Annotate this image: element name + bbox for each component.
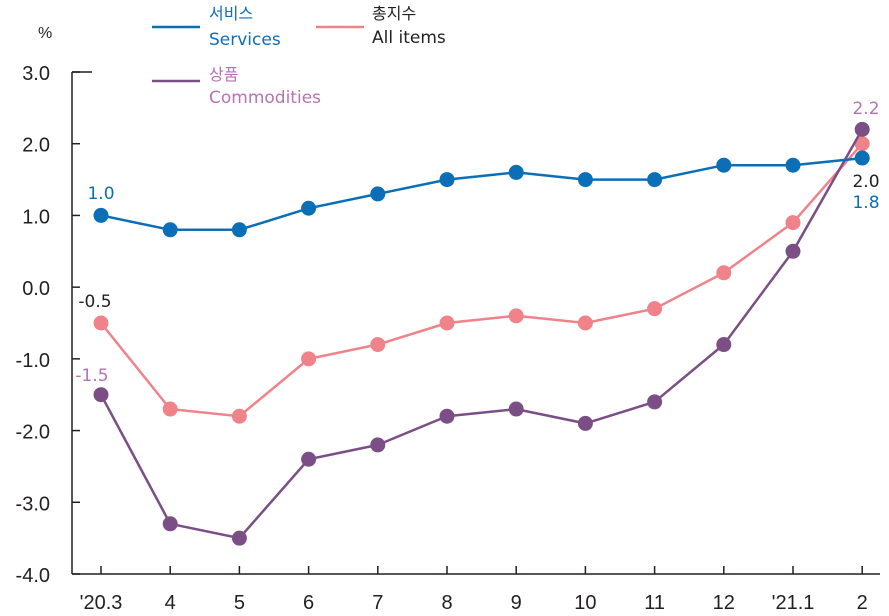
x-tick-label: '21.1 [772,592,815,614]
data-point-services [854,150,870,166]
y-tick-label: 3.0 [22,63,50,85]
legend: 서비스 Services 총지수 All items 상품 Commoditie… [152,4,446,108]
legend-label-all-items-ko: 총지수 [372,4,416,23]
data-point-commodities [439,408,455,424]
data-label-commodities-last: 2.2 [852,99,879,119]
y-axis-ticks: 3.0 2.0 1.0 0.0 -1.0 -2.0 -3.0 -4.0 [16,63,80,587]
y-tick-label: -2.0 [16,422,50,444]
data-label-services-last: 1.8 [852,193,879,213]
data-point-services [647,172,663,188]
x-tick-label: 2 [857,592,868,614]
data-point-all_items [716,265,732,281]
x-tick-label: 5 [234,592,245,614]
data-point-commodities [577,415,593,431]
x-tick-label: 8 [441,592,452,614]
legend-item-all-items: 총지수 All items [316,4,446,48]
data-point-commodities [370,437,386,453]
series-services [93,150,870,238]
legend-item-services: 서비스 Services [152,4,281,50]
series-layer [93,121,870,546]
data-point-commodities [854,121,870,137]
data-point-commodities [647,394,663,410]
data-point-commodities [508,401,524,417]
data-point-all_items [854,136,870,152]
value-labels: 1.0 1.8 -0.5 2.0 -1.5 2.2 [75,99,879,386]
data-point-services [301,200,317,216]
legend-label-services-en: Services [209,30,281,50]
series-all_items [93,136,870,424]
data-point-commodities [162,516,178,532]
data-point-commodities [231,530,247,546]
data-point-all_items [647,301,663,317]
y-tick-label: -1.0 [16,350,50,372]
data-point-all_items [162,401,178,417]
x-tick-label: 10 [574,592,596,614]
series-commodities [93,121,870,546]
legend-label-services-ko: 서비스 [209,4,253,23]
legend-label-commodities-ko: 상품 [209,65,238,84]
y-tick-label: 2.0 [22,135,50,157]
data-point-services [231,222,247,238]
data-point-all_items [231,408,247,424]
x-tick-label: 6 [303,592,314,614]
data-point-services [508,164,524,180]
data-point-all_items [508,308,524,324]
y-tick-label: -3.0 [16,493,50,515]
x-axis-ticks: '20.3 4 5 6 7 8 9 10 11 12 '21.1 2 [80,566,868,614]
data-point-commodities [301,451,317,467]
series-line-commodities [99,128,864,540]
y-axis-unit: % [38,25,52,42]
series-line-all_items [100,142,864,418]
data-label-all_items-last: 2.0 [852,172,879,192]
series-line-services [100,156,863,232]
y-tick-label: 1.0 [22,206,50,228]
data-point-services [162,222,178,238]
data-point-all_items [301,351,317,367]
data-point-services [716,157,732,173]
x-tick-label: 4 [165,592,176,614]
data-point-all_items [370,337,386,353]
x-tick-label: 7 [372,592,383,614]
data-point-services [577,172,593,188]
legend-item-commodities: 상품 Commodities [152,65,321,108]
data-label-services-first: 1.0 [87,184,114,204]
x-tick-label: '20.3 [80,592,123,614]
data-point-commodities [93,387,109,403]
data-label-commodities-first: -1.5 [75,366,108,386]
y-tick-label: -4.0 [16,565,50,587]
y-tick-label: 0.0 [22,278,50,300]
data-label-all_items-first: -0.5 [78,292,111,312]
x-tick-label: 9 [511,592,522,614]
data-point-all_items [577,315,593,331]
data-point-commodities [785,243,801,259]
data-point-all_items [785,215,801,231]
data-point-services [785,157,801,173]
legend-label-all-items-en: All items [372,28,446,48]
data-point-services [439,172,455,188]
data-point-services [93,207,109,223]
data-point-all_items [93,315,109,331]
legend-label-commodities-en: Commodities [209,88,321,108]
data-point-all_items [439,315,455,331]
x-tick-label: 12 [713,592,735,614]
x-tick-label: 11 [644,592,665,614]
data-point-commodities [716,337,732,353]
data-point-services [370,186,386,202]
